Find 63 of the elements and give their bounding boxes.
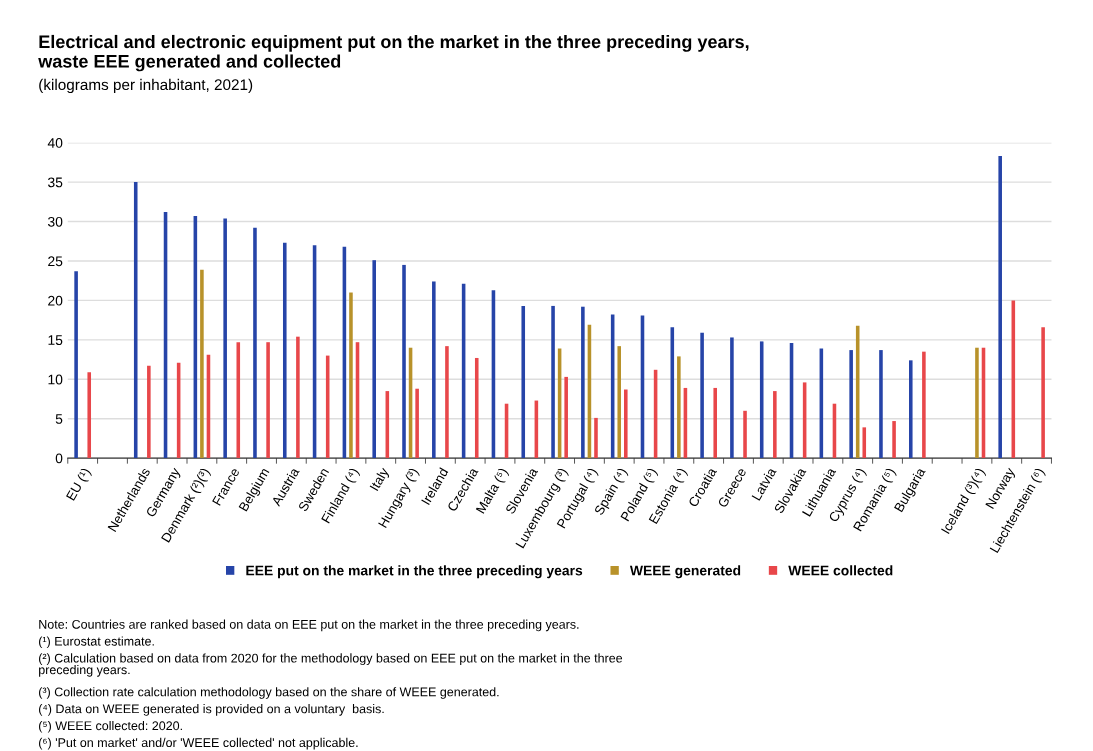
bar bbox=[773, 391, 777, 459]
bar bbox=[759, 341, 764, 459]
bar bbox=[349, 292, 353, 459]
y-tick-label: 25 bbox=[48, 256, 63, 267]
bar bbox=[402, 264, 406, 459]
bar bbox=[223, 218, 227, 459]
bar bbox=[594, 417, 598, 459]
bar bbox=[200, 269, 204, 459]
bar bbox=[677, 356, 681, 459]
text: (⁵) WEEE collected: 2020. bbox=[39, 720, 182, 733]
bar bbox=[700, 332, 704, 459]
bar bbox=[730, 337, 734, 459]
y-tick-label: 35 bbox=[47, 177, 63, 188]
y-tick-label: 40 bbox=[47, 138, 63, 148]
bar bbox=[998, 156, 1002, 459]
bar bbox=[432, 281, 436, 459]
bar bbox=[624, 389, 628, 459]
bar bbox=[892, 421, 896, 459]
bar bbox=[253, 227, 257, 459]
text: (³) Collection rate calculation methodology based on the share of WEEE generated. bbox=[39, 687, 499, 699]
bar bbox=[133, 182, 138, 459]
bar bbox=[521, 305, 526, 459]
text: (¹) Eurostat estimate. bbox=[39, 636, 154, 649]
bar bbox=[713, 387, 718, 459]
legend-label: WEEE collected bbox=[788, 565, 893, 576]
bar bbox=[236, 342, 241, 459]
y-tick-label: 30 bbox=[47, 216, 63, 227]
y-tick-label: 15 bbox=[48, 335, 63, 345]
y-tick-label: 0 bbox=[55, 453, 63, 464]
bar bbox=[282, 242, 287, 459]
text: (⁶) 'Put on market' and/or 'WEEE collected' not applicable. bbox=[39, 737, 358, 750]
x-tick-label: EU (¹) bbox=[65, 467, 93, 503]
bar bbox=[474, 357, 479, 459]
bar bbox=[551, 305, 555, 459]
bar bbox=[862, 427, 867, 459]
bar bbox=[445, 346, 449, 459]
bar bbox=[266, 342, 270, 459]
bar bbox=[87, 372, 92, 459]
y-tick-label: 20 bbox=[48, 295, 63, 306]
text: Note: Countries are ranked based on data on EEE put on the market in the three preceding years. bbox=[39, 619, 579, 632]
y-tick-label: 10 bbox=[48, 374, 63, 385]
bar bbox=[975, 347, 979, 459]
bar bbox=[372, 260, 376, 459]
chart-title: Electrical and electronic equipment put on the market in the three preceding years, waste EEE generated and collected bbox=[38, 34, 749, 72]
legend-label: WEEE generated bbox=[629, 565, 741, 579]
bar bbox=[879, 350, 883, 459]
bar bbox=[743, 410, 747, 459]
bar bbox=[564, 376, 568, 459]
bar bbox=[922, 351, 926, 459]
bar bbox=[1041, 327, 1045, 459]
bar bbox=[415, 388, 419, 459]
legend-label: EEE put on the market in the three preceding years bbox=[246, 565, 583, 579]
bar bbox=[617, 346, 622, 459]
chart-subtitle: (kilograms per inhabitant, 2021) bbox=[39, 78, 253, 94]
bar bbox=[74, 271, 78, 459]
text: (⁴) Data on WEEE generated is provided on a voluntary basis. bbox=[39, 704, 384, 716]
text: (²) Calculation based on data from 2020 for the methodology based on EEE put on the market in the three preceding years. bbox=[39, 653, 623, 677]
bar bbox=[849, 350, 853, 459]
bar bbox=[908, 360, 913, 459]
bar bbox=[581, 306, 585, 459]
y-tick-label: 5 bbox=[55, 414, 63, 424]
bar bbox=[296, 336, 300, 459]
bar bbox=[147, 365, 151, 459]
